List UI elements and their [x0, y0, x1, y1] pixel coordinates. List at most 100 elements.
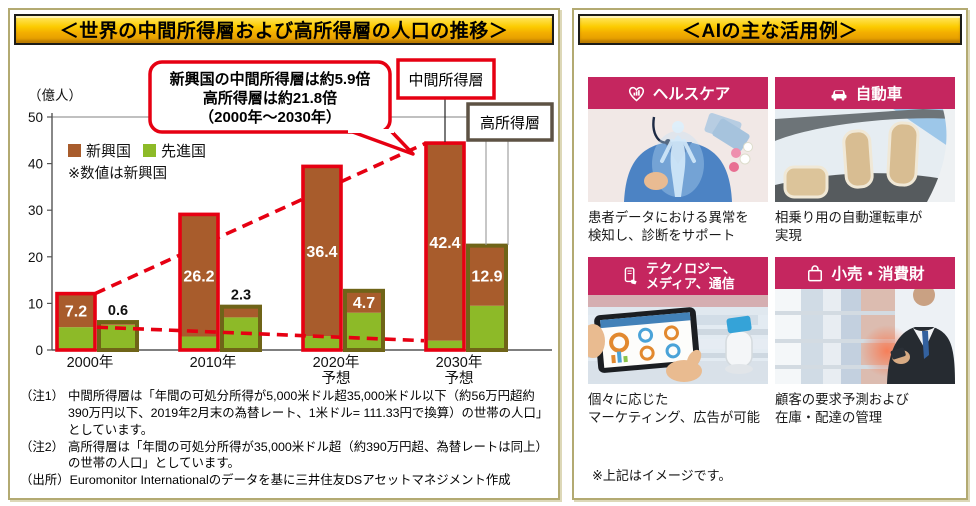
callout-tail — [349, 129, 415, 156]
card-technology-header: テクノロジー、 メディア、通信 — [588, 257, 768, 295]
developed-trend-dashed — [96, 325, 425, 343]
card-automobile-header: 自動車 — [775, 77, 955, 109]
footnote-1-text: 中間所得層は「年間の可処分所得が5,000米ドル超35,000米ドル以下（約56… — [68, 389, 549, 437]
chart-footnotes: （注1） 中間所得層は「年間の可処分所得が5,000米ドル超35,000米ドル以… — [20, 388, 552, 489]
footnote-source-text: Euromonitor Internationalのデータを基に三井住友DSアセ… — [69, 473, 511, 488]
footnote-1: （注1） 中間所得層は「年間の可処分所得が5,000米ドル超35,000米ドル以… — [20, 388, 552, 439]
y-tick-label: 20 — [28, 250, 43, 265]
footnote-source: （出所） Euromonitor Internationalのデータを基に三井住… — [20, 472, 552, 489]
hands — [588, 324, 702, 382]
chart-annotations: （億人） 新興国 先進国 ※数値は新興国 中間所得層 高所得層 — [28, 58, 554, 245]
footnote-1-label: （注1） — [20, 389, 65, 403]
callout-bubble — [148, 60, 392, 134]
middle-bar-developed-segment — [57, 327, 95, 350]
card-automobile-caption: 相乗り用の自動運転車が 実現 — [775, 210, 923, 244]
blurred-aisle — [775, 289, 895, 384]
callout-line1: 新興国の中間所得層は約5.9倍 — [170, 70, 371, 88]
population-bar-chart: 0 10 20 30 40 50 7.2 0.6 2000年 26.2 2.3 2010年 36.4 4.… — [28, 58, 554, 387]
middle-bar-emerging-segment — [57, 293, 95, 328]
high-income-label-box — [466, 102, 554, 142]
middle-bar-developed-segment — [180, 336, 218, 350]
card-healthcare-caption: 患者データにおける異常を 検知し、診断をサポート — [588, 210, 749, 244]
middle-bar-value-label: 26.2 — [183, 268, 214, 285]
high-bar-value-label: 4.7 — [353, 295, 375, 312]
blue-card-fan — [704, 113, 750, 152]
right-panel-title-banner: ＜AIの主な活用例＞ — [578, 14, 962, 45]
middle-bar-developed-segment — [426, 340, 464, 350]
callout-tail-mask — [348, 129, 394, 133]
tapping-hand — [630, 279, 637, 285]
legend-label-developed: 先進国 — [161, 143, 206, 160]
y-axis-unit: （億人） — [28, 88, 82, 103]
x-category-label: 2010年 — [190, 354, 237, 371]
middle-income-label-box — [396, 58, 496, 100]
high-bar-developed-segment — [468, 305, 506, 350]
callout-line2: 高所得層は約21.8倍 — [203, 89, 337, 107]
legend-note: ※数値は新興国 — [68, 165, 167, 182]
retail-store-photo — [775, 289, 955, 384]
high-bar-border — [343, 288, 385, 352]
high-bar-value-label: 2.3 — [231, 288, 251, 304]
middle-bar-value-label: 36.4 — [306, 244, 337, 261]
healthcare-photo — [588, 109, 768, 202]
card-technology: テクノロジー、 メディア、通信 — [588, 257, 768, 441]
card-retail-title: 小売・消費財 — [831, 266, 925, 283]
population-chart-panel: ＜世界の中間所得層および高所得層の人口の推移＞ 0 10 20 30 40 50 7.2 0.… — [8, 8, 560, 500]
middle-income-trend-dashed — [94, 141, 427, 296]
y-tick-label: 10 — [28, 296, 43, 311]
handheld-device — [890, 347, 906, 360]
left-panel-title-banner: ＜世界の中間所得層および高所得層の人口の推移＞ — [14, 14, 554, 45]
high-bar-value-label: 12.9 — [471, 269, 502, 286]
middle-bar-emerging-segment — [303, 166, 341, 337]
footnote-source-label: （出所） — [20, 473, 70, 488]
x-category-label: 2000年 — [67, 354, 114, 371]
middle-bar-border — [178, 212, 220, 352]
card-technology-caption: 個々に応じた マーケティング、広告が可能 — [588, 392, 761, 426]
y-tick-label: 0 — [35, 343, 43, 358]
x-category-label: 2030年 — [436, 354, 483, 371]
y-tick-label: 40 — [28, 157, 43, 172]
middle-bar-emerging-segment — [426, 143, 464, 341]
x-category-label: 予想 — [322, 370, 351, 387]
doctor-hand — [644, 172, 668, 190]
high-bar-value-label: 0.6 — [108, 303, 128, 319]
x-category-label: 予想 — [445, 370, 474, 387]
smartphone-hand-icon — [620, 265, 640, 287]
tablet-store-photo — [588, 295, 768, 384]
card-healthcare-header: ヘルスケア — [588, 77, 768, 109]
card-technology-title: テクノロジー、 メディア、通信 — [645, 260, 737, 291]
x-category-label: 2020年 — [313, 354, 360, 371]
y-tick-label: 30 — [28, 203, 43, 218]
high-bar-border — [220, 304, 262, 352]
legend-label-emerging: 新興国 — [86, 143, 131, 160]
y-tick-label: 50 — [28, 110, 43, 125]
card-automobile-title: 自動車 — [855, 86, 903, 103]
middle-bar-border — [301, 164, 343, 352]
high-bar-border — [466, 243, 508, 352]
legend-swatch-emerging — [68, 144, 81, 157]
car-icon — [828, 83, 850, 103]
card-healthcare-title: ヘルスケア — [652, 86, 731, 103]
middle-bar-value-label: 42.4 — [429, 235, 460, 252]
left-panel-title: ＜世界の中間所得層および高所得層の人口の推移＞ — [59, 21, 509, 42]
ai-usecases-panel: ＜AIの主な活用例＞ ヘルスケア — [572, 8, 968, 500]
card-retail-header: 小売・消費財 — [775, 257, 955, 289]
middle-bar-emerging-segment — [180, 214, 218, 337]
middle-bar-border — [55, 291, 97, 352]
high-bar-developed-segment — [345, 312, 383, 350]
roof-frame — [775, 109, 955, 141]
pills — [729, 142, 753, 172]
high-bar-emerging-segment — [468, 245, 506, 306]
right-panel-title: ＜AIの主な活用例＞ — [681, 21, 858, 42]
middle-bar-developed-segment — [303, 336, 341, 350]
side-frame — [927, 109, 955, 202]
sky — [893, 109, 955, 151]
car-interior-photo — [775, 109, 955, 202]
middle-bar-border — [424, 141, 466, 352]
card-automobile: 自動車 相乗り用の自動運転車が 実現 — [775, 77, 955, 259]
right-panel-footnote: ※上記はイメージです。 — [592, 468, 732, 483]
tie — [922, 331, 929, 359]
high-bar-emerging-segment — [222, 306, 260, 318]
high-bar-border — [97, 320, 139, 353]
